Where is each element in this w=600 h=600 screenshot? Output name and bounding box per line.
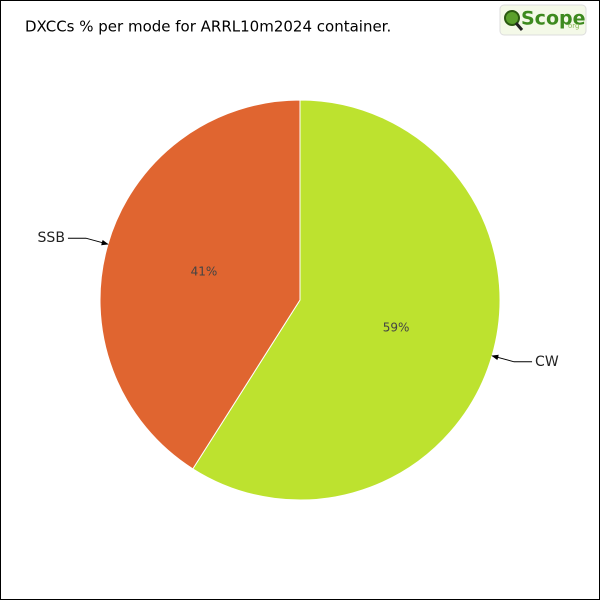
value-label: 59% [383, 320, 410, 334]
label-arrow [67, 237, 109, 246]
logo-icon-handle [514, 22, 524, 31]
category-label: CW [535, 354, 559, 370]
logo-text: Scope [521, 8, 586, 30]
logo-icon [504, 10, 520, 26]
logo: Scope org [499, 4, 587, 36]
chart-title: DXCCs % per mode for ARRL10m2024 contain… [25, 18, 391, 36]
category-label: SSB [38, 230, 65, 246]
logo-suffix: org [568, 22, 579, 30]
value-label: 41% [191, 265, 218, 279]
label-arrow [491, 354, 533, 363]
